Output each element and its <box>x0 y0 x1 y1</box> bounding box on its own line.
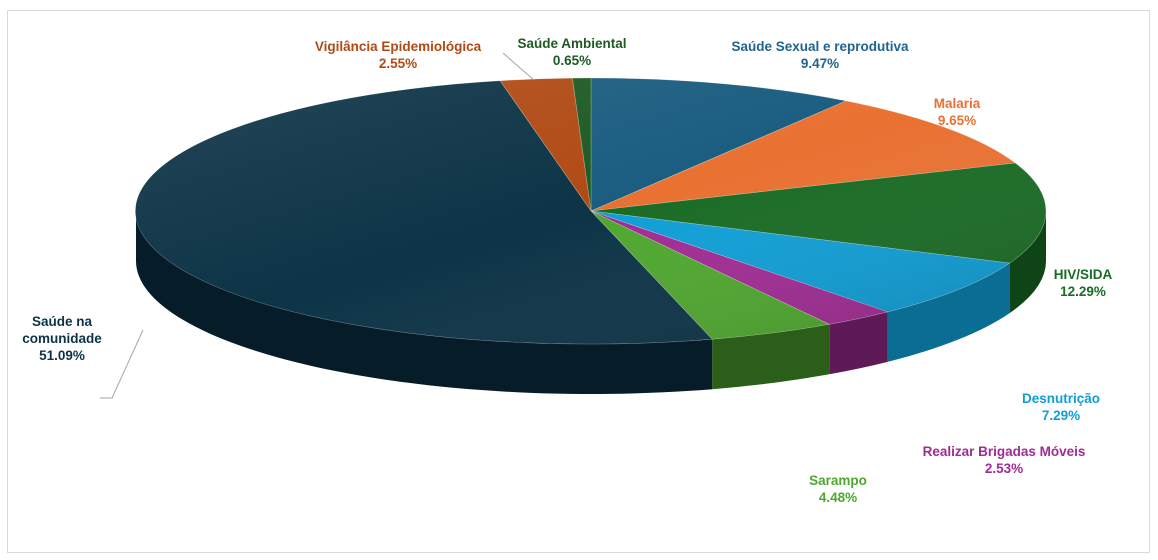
leader-vigilancia <box>502 52 535 81</box>
slice-label-6: Saúde na comunidade 51.09% <box>22 314 102 363</box>
slice-label-3: Desnutrição 7.29% <box>1022 391 1100 423</box>
slice-name-6: Saúde na <box>32 314 93 329</box>
slice-name-5: Sarampo <box>809 473 867 488</box>
slice-name-6: comunidade <box>22 331 102 346</box>
slice-label-0: Saúde Sexual e reprodutiva 9.47% <box>731 39 909 71</box>
slice-name-8: Saúde Ambiental <box>517 36 626 51</box>
slice-value-4: 2.53% <box>985 461 1023 476</box>
slice-name-4: Realizar Brigadas Móveis <box>923 444 1086 459</box>
slice-label-8: Saúde Ambiental 0.65% <box>517 36 626 68</box>
slice-value-5: 4.48% <box>819 490 857 505</box>
slice-label-7: Vigilância Epidemiológica 2.55% <box>315 39 482 71</box>
slice-value-7: 2.55% <box>379 56 417 71</box>
slice-label-1: Malaria 9.65% <box>934 96 981 128</box>
slice-value-2: 12.29% <box>1060 284 1106 299</box>
slice-name-2: HIV/SIDA <box>1054 267 1113 282</box>
leader-comunidade <box>100 329 144 399</box>
pie-sheen <box>136 78 1046 344</box>
slice-value-1: 9.65% <box>938 113 976 128</box>
slice-label-5: Sarampo 4.48% <box>809 473 867 505</box>
slice-name-0: Saúde Sexual e reprodutiva <box>731 39 909 54</box>
pie-side-2 <box>1009 211 1046 314</box>
slice-value-8: 0.65% <box>553 53 591 68</box>
pie-side-5 <box>712 324 830 390</box>
slice-name-7: Vigilância Epidemiológica <box>315 39 482 54</box>
slice-value-6: 51.09% <box>39 348 85 363</box>
slice-value-3: 7.29% <box>1042 408 1080 423</box>
slice-label-2: HIV/SIDA 12.29% <box>1054 267 1113 299</box>
pie-side-3 <box>887 263 1010 362</box>
pie-side-6 <box>135 211 713 395</box>
slice-label-4: Realizar Brigadas Móveis 2.53% <box>923 444 1086 476</box>
slice-name-1: Malaria <box>934 96 981 111</box>
slice-name-3: Desnutrição <box>1022 391 1100 406</box>
pie-side-4 <box>829 311 888 375</box>
slice-value-0: 9.47% <box>801 56 839 71</box>
